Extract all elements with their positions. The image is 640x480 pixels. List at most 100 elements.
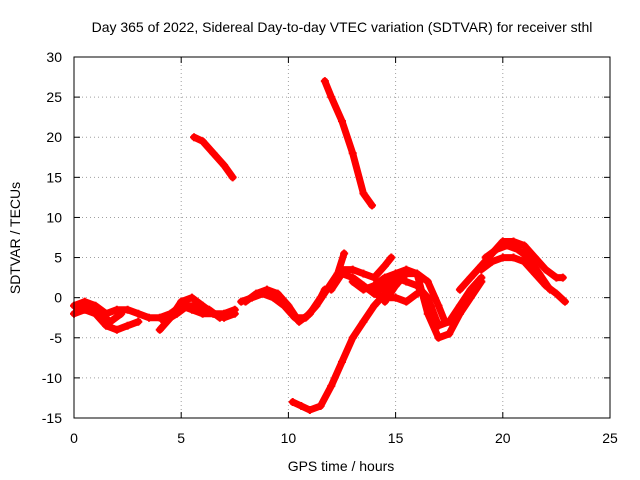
data-point bbox=[316, 401, 325, 410]
data-point bbox=[288, 397, 297, 406]
series-arc-c bbox=[74, 301, 126, 326]
data-point bbox=[112, 305, 121, 314]
data-point bbox=[327, 381, 336, 390]
series-line bbox=[321, 77, 376, 209]
data-point bbox=[155, 313, 164, 322]
data-point bbox=[262, 285, 271, 294]
data-point bbox=[228, 173, 237, 182]
data-point bbox=[455, 301, 464, 310]
data-point bbox=[194, 301, 203, 310]
data-point bbox=[284, 301, 293, 310]
data-point bbox=[498, 253, 507, 262]
data-point bbox=[359, 317, 368, 326]
data-point bbox=[305, 309, 314, 318]
data-point bbox=[205, 305, 214, 314]
data-point bbox=[477, 273, 486, 282]
data-point bbox=[215, 313, 224, 322]
ticks bbox=[73, 56, 611, 419]
data-point bbox=[305, 405, 314, 414]
data-point bbox=[503, 241, 512, 250]
y-axis-label: SDTVAR / TECUs bbox=[7, 182, 23, 294]
x-tick-label: 15 bbox=[388, 430, 404, 446]
data-point bbox=[123, 305, 132, 314]
series-line bbox=[289, 282, 400, 414]
data-point bbox=[134, 309, 143, 318]
data-point bbox=[198, 137, 207, 146]
y-tick-label: 30 bbox=[46, 49, 62, 65]
data-point bbox=[327, 93, 336, 102]
data-point bbox=[177, 297, 186, 306]
y-tick-label: -5 bbox=[50, 330, 63, 346]
data-point bbox=[368, 201, 377, 210]
x-tick-label: 0 bbox=[70, 430, 78, 446]
data-point bbox=[509, 253, 518, 262]
data-point bbox=[187, 293, 196, 302]
data-point bbox=[524, 253, 533, 262]
data-point bbox=[520, 257, 529, 266]
data-point bbox=[359, 189, 368, 198]
x-tick-labels: 0 5 10 15 20 25 bbox=[70, 430, 618, 446]
data-point bbox=[380, 297, 389, 306]
x-tick-label: 25 bbox=[602, 430, 618, 446]
data-point bbox=[370, 281, 379, 290]
data-point bbox=[112, 325, 121, 334]
data-point bbox=[370, 289, 379, 298]
y-tick-label: 25 bbox=[46, 89, 62, 105]
data-point bbox=[434, 301, 443, 310]
data-point bbox=[295, 317, 304, 326]
data-point bbox=[102, 321, 111, 330]
data-point bbox=[95, 309, 104, 318]
series-line bbox=[477, 254, 569, 306]
series-arc-n bbox=[370, 273, 486, 330]
data-point bbox=[413, 269, 422, 278]
data-point bbox=[535, 269, 544, 278]
data-point bbox=[338, 357, 346, 366]
y-tick-label: 10 bbox=[46, 209, 62, 225]
data-point bbox=[520, 241, 529, 250]
y-tick-label: 0 bbox=[54, 290, 62, 306]
data-point bbox=[198, 309, 207, 318]
data-point bbox=[434, 321, 443, 330]
data-point bbox=[359, 269, 368, 278]
data-point bbox=[340, 249, 349, 258]
y-tick-label: 20 bbox=[46, 129, 62, 145]
x-axis-label: GPS time / hours bbox=[288, 458, 395, 474]
data-point bbox=[348, 265, 357, 274]
y-tick-label: 5 bbox=[54, 250, 62, 266]
chart-title: Day 365 of 2022, Sidereal Day-to-day VTE… bbox=[92, 19, 593, 35]
data-point bbox=[380, 281, 389, 290]
data-point bbox=[455, 285, 464, 294]
plot-frame bbox=[73, 56, 611, 419]
y-tick-label: 15 bbox=[46, 169, 62, 185]
data-point bbox=[327, 285, 336, 294]
data-point bbox=[209, 149, 218, 158]
data-point bbox=[252, 289, 261, 298]
data-point bbox=[297, 401, 306, 410]
data-point bbox=[402, 297, 411, 306]
data-point bbox=[380, 261, 389, 270]
series-arc-i bbox=[288, 281, 400, 414]
data-point bbox=[106, 317, 115, 326]
data-point bbox=[145, 313, 154, 322]
series-arc-f bbox=[190, 133, 237, 182]
y-tick-labels: -15 -10 -5 0 5 10 15 20 25 30 bbox=[42, 49, 62, 426]
data-point bbox=[370, 301, 379, 310]
data-point bbox=[220, 161, 229, 170]
data-point bbox=[183, 301, 192, 310]
data-point bbox=[241, 297, 250, 306]
data-point bbox=[423, 277, 432, 286]
data-point bbox=[423, 293, 432, 302]
x-tick-label: 10 bbox=[281, 430, 297, 446]
data-point bbox=[492, 245, 501, 254]
series-arc-e bbox=[160, 301, 235, 326]
data-point bbox=[466, 273, 475, 282]
series-group bbox=[70, 77, 569, 414]
data-point bbox=[338, 269, 346, 278]
data-point bbox=[387, 253, 396, 262]
data-point bbox=[87, 301, 96, 310]
data-point bbox=[338, 117, 346, 126]
y-tick-label: -10 bbox=[42, 370, 62, 386]
data-point bbox=[391, 281, 400, 290]
data-point bbox=[155, 325, 164, 334]
data-point bbox=[123, 321, 132, 330]
